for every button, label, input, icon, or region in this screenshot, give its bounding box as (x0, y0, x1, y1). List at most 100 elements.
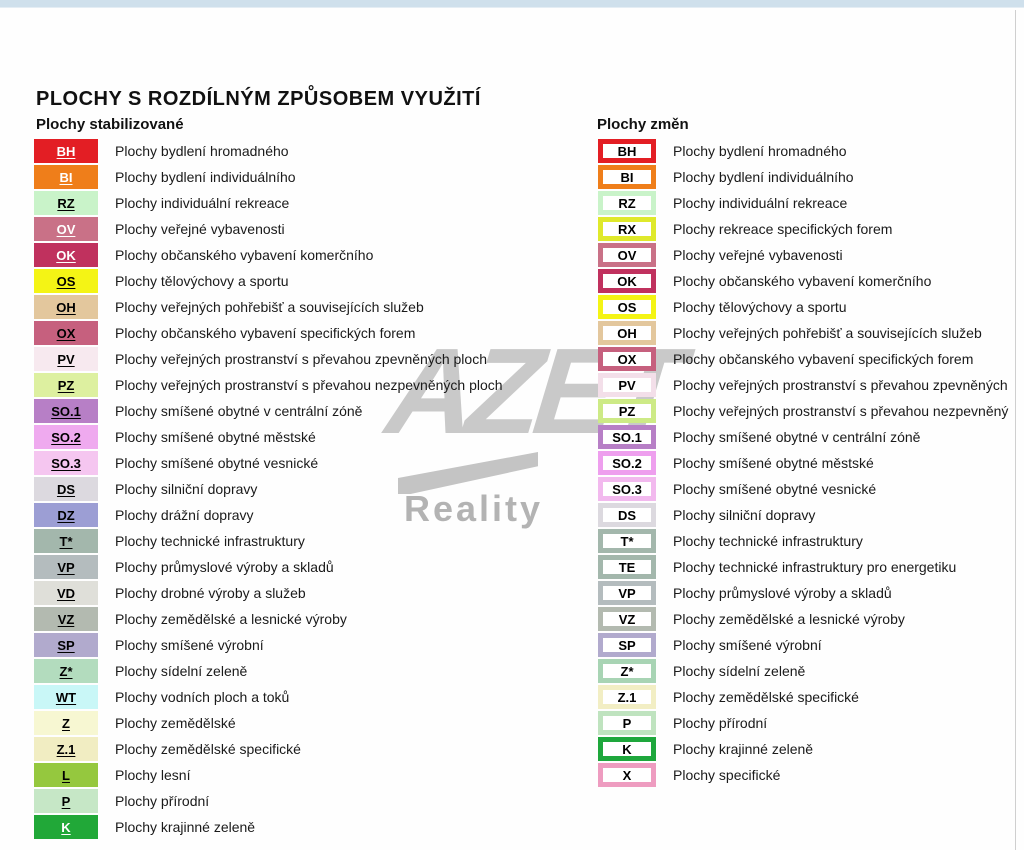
legend-swatch-OX: OX (34, 321, 98, 345)
legend-label: Plochy průmyslové výroby a skladů (115, 559, 334, 575)
legend-label: Plochy veřejných pohřebišť a související… (673, 325, 982, 341)
legend-swatch-Z*: Z* (598, 659, 656, 683)
legend-row-VD: VD Plochy drobné výroby a služeb (34, 580, 594, 606)
legend-label: Plochy veřejných prostranství s převahou… (115, 351, 487, 367)
legend-label: Plochy občanského vybavení specifických … (673, 351, 974, 367)
legend-swatch-OV: OV (598, 243, 656, 267)
legend-code: BH (56, 143, 76, 159)
legend-code: BH (617, 143, 637, 159)
legend-code: VP (57, 559, 75, 575)
legend-code: PV (618, 377, 636, 393)
legend-code: SO.3 (612, 481, 642, 497)
legend-label: Plochy smíšené obytné vesnické (115, 455, 319, 471)
legend-code: OS (56, 273, 76, 289)
legend-swatch-SO.3: SO.3 (34, 451, 98, 475)
legend-label: Plochy smíšené výrobní (673, 637, 822, 653)
legend-code: SO.2 (51, 429, 81, 445)
legend-code: OV (56, 221, 76, 237)
legend-label: Plochy drážní dopravy (115, 507, 254, 523)
legend-code: BI (59, 169, 73, 185)
legend-row-K: K Plochy krajinné zeleně (34, 814, 594, 840)
legend-row-BH: BH Plochy bydlení hromadného (598, 138, 1015, 164)
legend-row-RZ: RZ Plochy individuální rekreace (598, 190, 1015, 216)
legend-label: Plochy technické infrastruktury pro ener… (673, 559, 957, 575)
legend-code: BI (620, 169, 634, 185)
legend-swatch-PV: PV (34, 347, 98, 371)
legend-code: RZ (618, 195, 636, 211)
legend-row-BH: BH Plochy bydlení hromadného (34, 138, 594, 164)
legend-swatch-PZ: PZ (34, 373, 98, 397)
legend-swatch-Z: Z (34, 711, 98, 735)
legend-row-VP: VP Plochy průmyslové výroby a skladů (598, 580, 1015, 606)
legend-label: Plochy bydlení individuálního (115, 169, 296, 185)
legend-swatch-T*: T* (34, 529, 98, 553)
legend-swatch-SP: SP (598, 633, 656, 657)
legend-swatch-DZ: DZ (34, 503, 98, 527)
legend-code: L (62, 767, 70, 783)
legend-row-VP: VP Plochy průmyslové výroby a skladů (34, 554, 594, 580)
legend-label: Plochy zemědělské a lesnické výroby (673, 611, 905, 627)
legend-row-DZ: DZ Plochy drážní dopravy (34, 502, 594, 528)
legend-label: Plochy veřejných pohřebišť a související… (115, 299, 424, 315)
legend-row-OV: OV Plochy veřejné vybavenosti (34, 216, 594, 242)
legend-swatch-PV: PV (598, 373, 656, 397)
legend-code: T* (59, 533, 73, 549)
legend-label: Plochy smíšené obytné v centrální zóně (115, 403, 363, 419)
legend-swatch-OK: OK (34, 243, 98, 267)
legend-code: VZ (57, 611, 75, 627)
legend-swatch-WT: WT (34, 685, 98, 709)
legend-label: Plochy veřejných prostranství s převahou… (673, 403, 1009, 419)
legend-label: Plochy občanského vybavení komerčního (673, 273, 932, 289)
legend-swatch-SO.2: SO.2 (34, 425, 98, 449)
legend-swatch-VP: VP (34, 555, 98, 579)
legend-swatch-TE: TE (598, 555, 656, 579)
legend-row-SO.2: SO.2 Plochy smíšené obytné městské (34, 424, 594, 450)
legend-label: Plochy bydlení individuálního (673, 169, 854, 185)
legend-label: Plochy občanského vybavení komerčního (115, 247, 374, 263)
legend-swatch-OS: OS (34, 269, 98, 293)
legend-label: Plochy smíšené obytné městské (115, 429, 316, 445)
legend-code: Z.1 (56, 741, 76, 757)
legend-code: PZ (57, 377, 75, 393)
legend-swatch-SP: SP (34, 633, 98, 657)
legend-label: Plochy bydlení hromadného (115, 143, 289, 159)
legend-code: OH (617, 325, 637, 341)
legend-code: VD (56, 585, 76, 601)
legend-code: OX (56, 325, 76, 341)
legend-label: Plochy zemědělské specifické (115, 741, 301, 757)
legend-row-P: P Plochy přírodní (34, 788, 594, 814)
legend-swatch-SO.3: SO.3 (598, 477, 656, 501)
legend-code: WT (55, 689, 77, 705)
legend-swatch-BH: BH (598, 139, 656, 163)
legend-code: Z* (59, 663, 73, 679)
legend-swatch-OK: OK (598, 269, 656, 293)
legend-row-RX: RX Plochy rekreace specifických forem (598, 216, 1015, 242)
legend-code: K (61, 819, 71, 835)
legend-label: Plochy individuální rekreace (115, 195, 290, 211)
legend-swatch-BI: BI (598, 165, 656, 189)
legend-code: VZ (618, 611, 636, 627)
legend-code: P (622, 715, 632, 731)
legend-row-OH: OH Plochy veřejných pohřebišť a souvisejí… (34, 294, 594, 320)
legend-row-SO.2: SO.2 Plochy smíšené obytné městské (598, 450, 1015, 476)
legend-code: TE (618, 559, 636, 575)
legend-code: PZ (618, 403, 636, 419)
legend-row-SO.1: SO.1 Plochy smíšené obytné v centrální zó… (598, 424, 1015, 450)
legend-swatch-T*: T* (598, 529, 656, 553)
legend-label: Plochy zemědělské specifické (673, 689, 859, 705)
legend-label: Plochy zemědělské (115, 715, 236, 731)
legend-code: PV (57, 351, 75, 367)
legend-label: Plochy zemědělské a lesnické výroby (115, 611, 347, 627)
legend-swatch-P: P (598, 711, 656, 735)
legend-swatch-BH: BH (34, 139, 98, 163)
legend-row-X: X Plochy specifické (598, 762, 1015, 788)
legend-swatch-SO.2: SO.2 (598, 451, 656, 475)
legend-label: Plochy smíšené výrobní (115, 637, 264, 653)
legend-label: Plochy sídelní zeleně (115, 663, 248, 679)
legend-label: Plochy krajinné zeleně (115, 819, 256, 835)
legend-label: Plochy silniční dopravy (673, 507, 816, 523)
legend-swatch-OH: OH (34, 295, 98, 319)
legend-label: Plochy veřejných prostranství s převahou… (115, 377, 503, 393)
legend-row-VZ: VZ Plochy zemědělské a lesnické výroby (34, 606, 594, 632)
legend-row-P: P Plochy přírodní (598, 710, 1015, 736)
